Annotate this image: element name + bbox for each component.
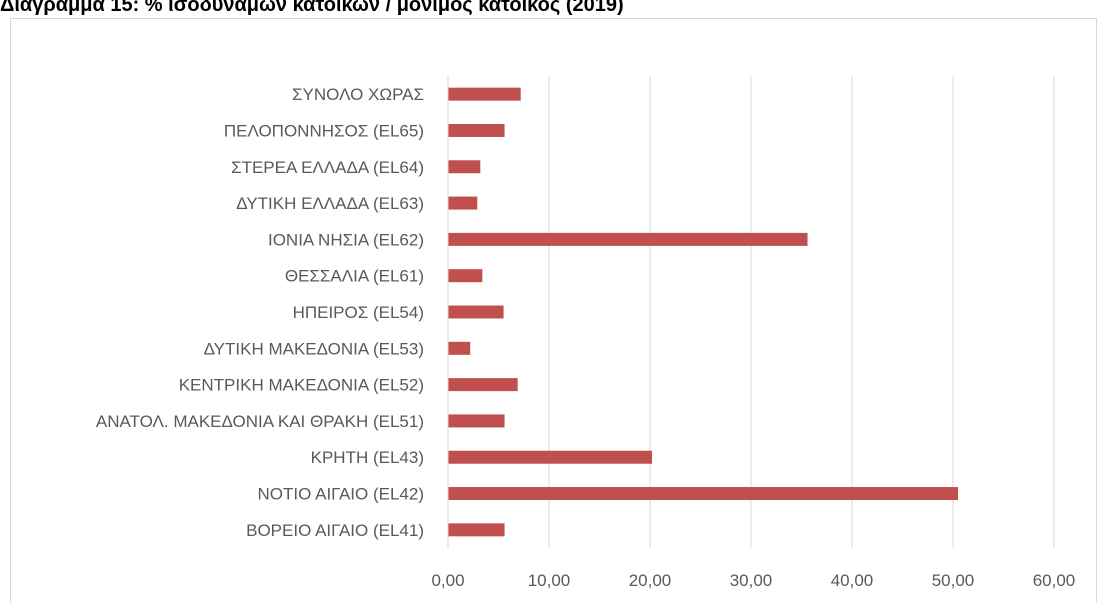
y-tick-label: ΠΕΛΟΠΟΝΝΗΣΟΣ (EL65) <box>224 121 424 140</box>
bar <box>448 450 653 464</box>
x-tick-label: 20,00 <box>629 571 672 590</box>
y-tick-label: ΝΟΤΙΟ ΑΙΓΑΙΟ (EL42) <box>257 485 424 504</box>
x-tick-label: 60,00 <box>1033 571 1076 590</box>
y-tick-label: ΔΥΤΙΚΗ ΕΛΛΑΔΑ (EL63) <box>236 194 424 213</box>
bar <box>448 269 483 283</box>
bar <box>448 523 505 537</box>
x-tick-label: 0,00 <box>431 571 464 590</box>
y-tick-label: ΘΕΣΣΑΛΙΑ (EL61) <box>285 267 424 286</box>
bar <box>448 87 521 101</box>
x-tick-label: 50,00 <box>932 571 975 590</box>
bar <box>448 341 471 355</box>
bar <box>448 232 808 246</box>
y-tick-label: ΒΟΡΕΙΟ ΑΙΓΑΙΟ (EL41) <box>246 521 424 540</box>
bar <box>448 305 504 319</box>
y-tick-label: ΚΡΗΤΗ (EL43) <box>311 448 424 467</box>
y-tick-label: ΙΟΝΙΑ ΝΗΣΙΑ (EL62) <box>268 230 424 249</box>
x-tick-label: 30,00 <box>730 571 773 590</box>
bar <box>448 160 481 174</box>
y-tick-label: ΣΥΝΟΛΟ ΧΩΡΑΣ <box>292 85 424 104</box>
y-tick-label: ΗΠΕΙΡΟΣ (EL54) <box>293 303 424 322</box>
y-tick-label: ΑΝΑΤΟΛ. ΜΑΚΕΔΟΝΙΑ ΚΑΙ ΘΡΑΚΗ (EL51) <box>96 412 424 431</box>
bar <box>448 414 505 428</box>
x-tick-label: 10,00 <box>528 571 571 590</box>
bar <box>448 196 478 210</box>
chart-title: Διάγραμμα 15: % ισοδύναμων κατοίκων / μό… <box>0 0 624 16</box>
bar <box>448 487 959 501</box>
chart-border <box>10 18 1097 603</box>
bar <box>448 123 505 137</box>
bar <box>448 378 518 392</box>
y-tick-label: ΚΕΝΤΡΙΚΗ ΜΑΚΕΔΟΝΙΑ (EL52) <box>179 376 424 395</box>
x-tick-label: 40,00 <box>831 571 874 590</box>
y-tick-label: ΔΥΤΙΚΗ ΜΑΚΕΔΟΝΙΑ (EL53) <box>204 339 424 358</box>
y-tick-label: ΣΤΕΡΕΑ ΕΛΛΑΔΑ (EL64) <box>231 158 424 177</box>
